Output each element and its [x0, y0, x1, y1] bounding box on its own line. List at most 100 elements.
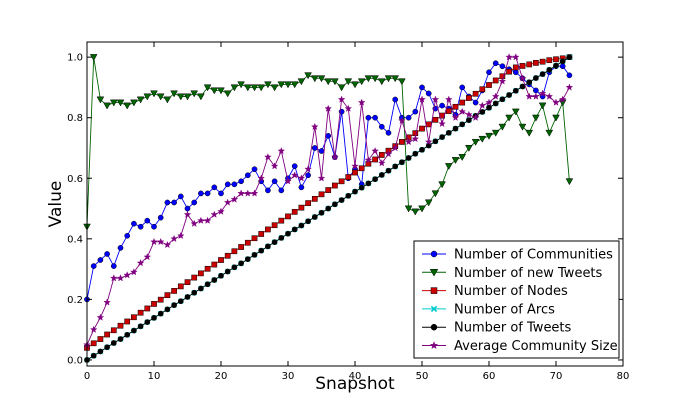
- data-point: [378, 123, 385, 130]
- data-point: [546, 67, 553, 73]
- data-point: [538, 102, 547, 110]
- data-point: [511, 108, 520, 116]
- data-point: [358, 184, 365, 191]
- data-point: [258, 231, 265, 237]
- data-point: [332, 182, 338, 189]
- data-point: [244, 256, 251, 262]
- data-point: [218, 272, 224, 279]
- y-tick-label: 0.0: [67, 355, 83, 366]
- data-point: [164, 292, 171, 298]
- data-point: [525, 92, 533, 100]
- data-point: [298, 204, 305, 211]
- data-point: [506, 92, 512, 98]
- data-point: [338, 178, 345, 185]
- y-axis-label: Value: [46, 181, 66, 228]
- data-point: [89, 325, 98, 333]
- data-point: [177, 283, 184, 290]
- data-point: [170, 90, 178, 98]
- data-point: [203, 84, 212, 92]
- data-point: [372, 156, 378, 163]
- data-point: [553, 62, 559, 69]
- x-tick-label: 50: [416, 371, 429, 382]
- data-point: [352, 188, 358, 195]
- data-point: [344, 104, 353, 112]
- y-tick-label: 0.8: [67, 113, 83, 124]
- data-point: [344, 78, 353, 86]
- legend-marker: [429, 341, 439, 350]
- legend-label: Number of Communities: [454, 248, 613, 263]
- data-point: [136, 259, 145, 267]
- legend-item: Number of Nodes: [422, 284, 568, 299]
- data-point: [512, 69, 519, 76]
- data-point: [198, 270, 204, 277]
- data-point: [444, 163, 453, 171]
- data-point: [478, 101, 487, 109]
- data-point: [512, 64, 519, 71]
- data-point: [278, 217, 285, 224]
- data-point: [431, 190, 440, 198]
- data-point: [191, 199, 198, 206]
- data-point: [404, 137, 413, 146]
- data-point: [124, 331, 131, 338]
- data-point: [418, 205, 426, 213]
- data-point: [525, 129, 534, 137]
- data-point: [486, 82, 492, 88]
- data-point: [405, 114, 412, 121]
- data-point: [271, 178, 278, 185]
- data-point: [150, 90, 158, 98]
- data-point: [156, 237, 165, 246]
- data-point: [458, 107, 466, 115]
- data-point: [492, 77, 499, 84]
- data-point: [285, 230, 291, 237]
- data-point: [116, 99, 125, 107]
- data-point: [325, 187, 332, 193]
- data-point: [419, 84, 425, 91]
- data-point: [466, 117, 472, 123]
- data-point: [171, 199, 177, 206]
- data-point: [123, 102, 132, 110]
- data-point: [485, 132, 493, 140]
- data-point: [533, 87, 539, 94]
- data-point: [183, 210, 192, 218]
- data-point: [204, 190, 211, 197]
- data-point: [224, 252, 231, 259]
- x-tick-label: 60: [483, 371, 496, 382]
- data-point: [198, 285, 204, 292]
- data-point: [533, 75, 539, 81]
- data-point: [505, 53, 513, 61]
- legend-marker: [430, 250, 438, 258]
- data-point: [317, 174, 326, 182]
- data-point: [131, 220, 137, 227]
- data-point: [110, 340, 117, 346]
- data-point: [191, 274, 198, 281]
- data-point: [331, 153, 339, 161]
- data-point: [231, 181, 238, 188]
- data-point: [512, 87, 519, 94]
- data-point: [277, 81, 286, 89]
- data-point: [566, 54, 573, 60]
- data-point: [184, 294, 191, 300]
- data-point: [157, 310, 164, 317]
- data-point: [553, 56, 559, 63]
- data-point: [318, 209, 325, 216]
- data-point: [150, 237, 158, 246]
- data-point: [372, 114, 378, 121]
- data-point: [411, 134, 420, 143]
- x-tick-label: 20: [215, 371, 228, 382]
- data-point: [191, 289, 198, 296]
- series-number-of-new-tweets: [83, 54, 574, 231]
- data-point: [177, 298, 184, 305]
- data-point: [351, 162, 359, 170]
- data-point: [264, 153, 272, 161]
- data-point: [297, 78, 306, 86]
- data-point: [97, 336, 104, 342]
- plot-marks: [83, 53, 574, 363]
- data-point: [424, 199, 433, 207]
- legend-label: Number of new Tweets: [454, 266, 603, 281]
- legend-item: Number of Arcs: [422, 302, 555, 317]
- data-point: [264, 81, 272, 89]
- data-point: [131, 327, 137, 334]
- data-point: [431, 95, 440, 103]
- data-point: [498, 77, 507, 85]
- legend-marker: [430, 323, 438, 331]
